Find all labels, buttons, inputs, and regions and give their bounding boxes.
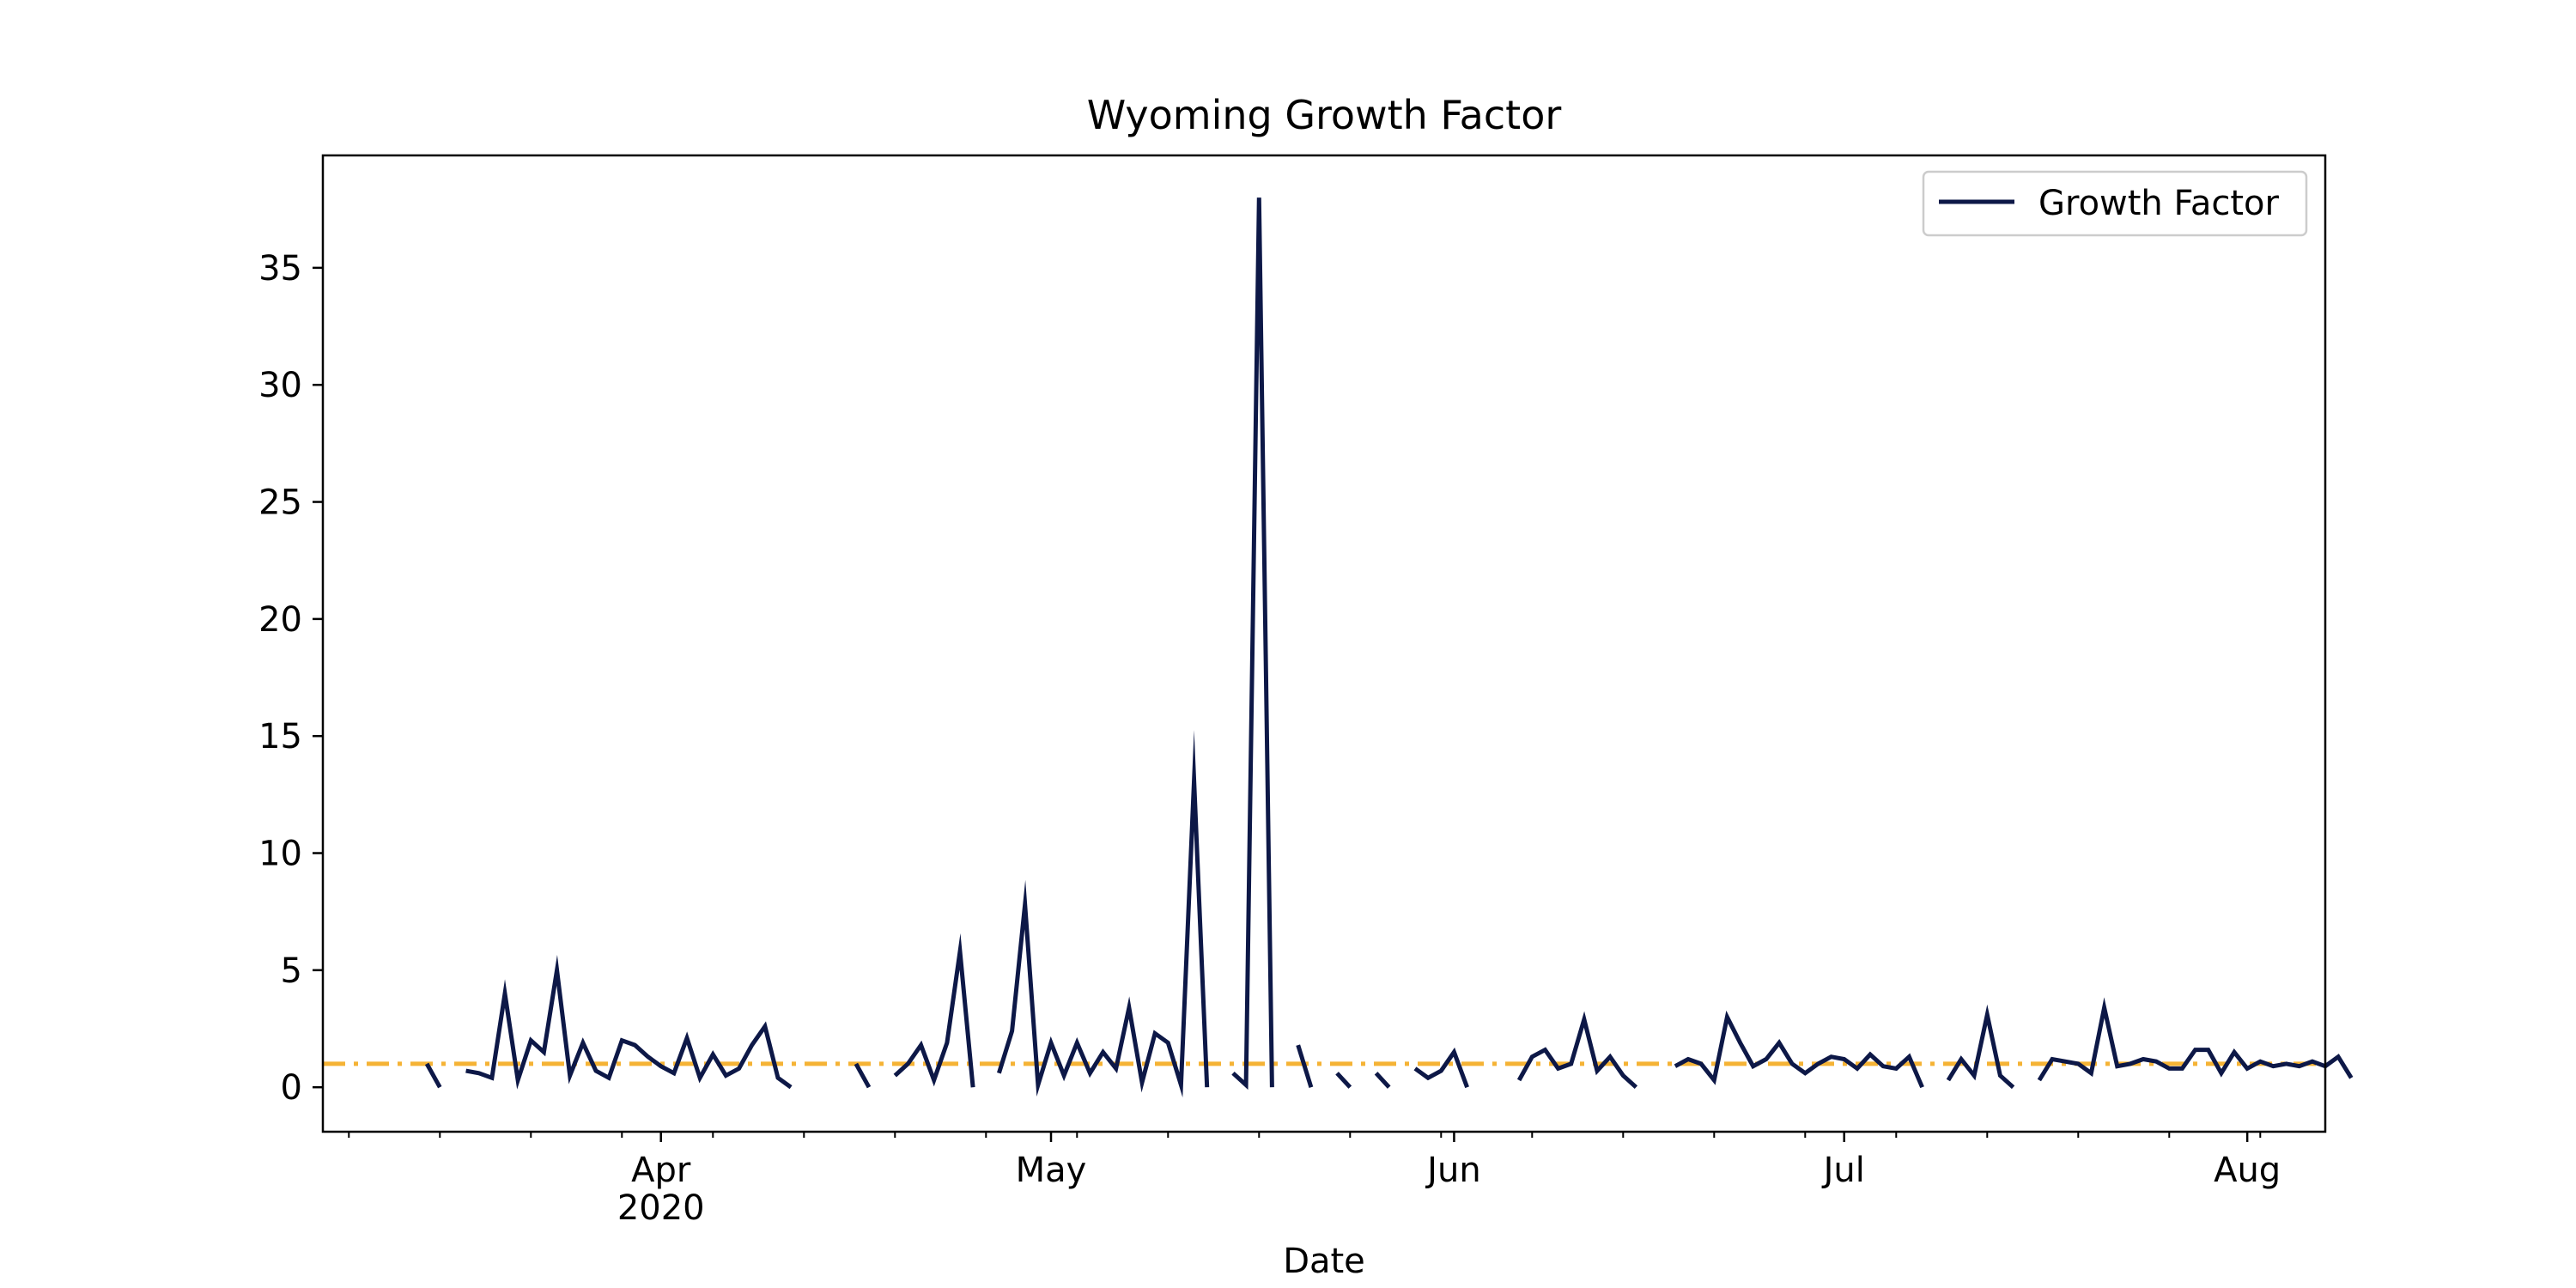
- x-tick-label: Jun: [1425, 1151, 1481, 1190]
- y-tick-label: 35: [258, 249, 302, 289]
- x-tick-label: May: [1016, 1151, 1087, 1190]
- series-line-segment: [1374, 1072, 1391, 1089]
- y-tick-label: 25: [258, 483, 302, 523]
- y-tick-label: 5: [281, 951, 302, 991]
- series-line-segment: [893, 933, 975, 1088]
- series-layer: [323, 197, 2354, 1098]
- x-tick-label: Apr: [631, 1151, 691, 1190]
- series-line-segment: [997, 730, 1210, 1098]
- x-tick-label: Aug: [2214, 1151, 2281, 1190]
- legend: Growth Factor: [1922, 170, 2308, 237]
- y-tick-label: 15: [258, 717, 302, 756]
- series-line-segment: [2037, 997, 2354, 1082]
- plot-frame: [321, 154, 2327, 1133]
- series-line-segment: [1296, 1044, 1314, 1088]
- series-line-segment: [1335, 1072, 1352, 1089]
- chart-title: Wyoming Growth Factor: [1087, 92, 1562, 138]
- series-line-segment: [1674, 1010, 1924, 1089]
- plot-area: [321, 154, 2354, 1133]
- y-axis: 0 5 10 15 20 25 30 35: [258, 249, 323, 1108]
- x-tick-sublabel: 2020: [617, 1188, 705, 1228]
- series-line-segment: [1946, 1004, 2015, 1090]
- y-tick-label: 20: [258, 600, 302, 640]
- x-tick-label: Jul: [1821, 1151, 1865, 1190]
- series-line-segment: [424, 1062, 442, 1089]
- legend-frame: [1922, 170, 2308, 237]
- series-line-segment: [1413, 1047, 1469, 1089]
- series-line-segment: [1516, 1011, 1638, 1090]
- y-tick-label: 10: [258, 835, 302, 874]
- y-tick-label: 0: [281, 1068, 302, 1108]
- series-line-segment: [1231, 197, 1274, 1091]
- x-axis-label: Date: [1283, 1242, 1365, 1281]
- y-tick-label: 30: [258, 366, 302, 405]
- series-line-segment: [465, 955, 793, 1090]
- series-line-segment: [854, 1062, 872, 1089]
- legend-label-growth-factor: Growth Factor: [2038, 184, 2279, 223]
